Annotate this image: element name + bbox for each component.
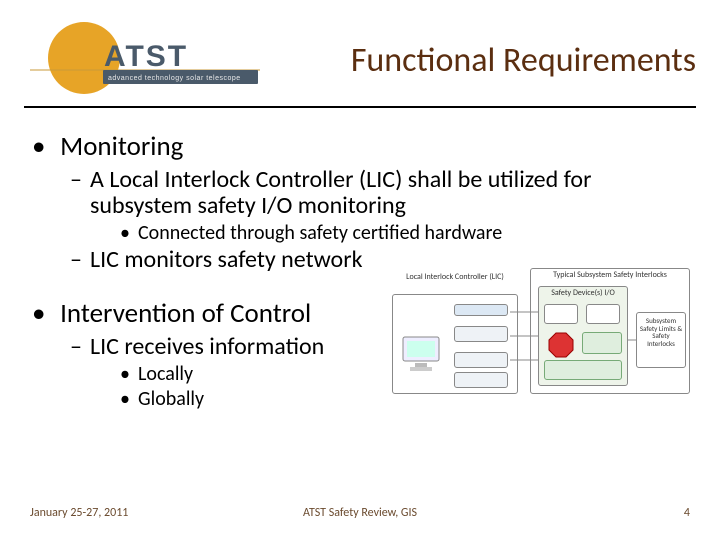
bullet-text: Intervention of Control [60,297,311,330]
sub-lic-utilized: A Local Interlock Controller (LIC) shall… [70,167,684,245]
svg-text:advanced technology solar t: advanced technology solar telescope [108,75,241,82]
bullet-monitoring: Monitoring A Local Interlock Controller … [36,130,684,273]
footer-center: ATST Safety Review, GIS [0,506,720,520]
svg-text:ATST: ATST [104,40,188,73]
sub-text: Locally [138,362,193,386]
sub-connected: Connected through safety certified hardw… [120,221,684,245]
sub-text: Connected through safety certified hardw… [138,221,502,245]
header: ATST advanced technology solar telescope… [24,0,696,108]
sub-text: LIC monitors safety network [90,245,362,274]
sub-text: A Local Interlock Controller (LIC) shall… [90,165,591,220]
atst-logo: ATST advanced technology solar telescope [30,18,260,98]
slide: ATST advanced technology solar telescope… [0,0,720,540]
sub-text: LIC receives information [90,332,324,361]
slide-title: Functional Requirements [351,40,696,81]
lic-diagram: Local Interlock Controller (LIC) Typical… [392,268,692,398]
bullet-text: Monitoring [60,130,183,163]
diagram-connectors [392,268,692,398]
footer: January 25-27, 2011 ATST Safety Review, … [0,506,720,526]
sub-text: Globally [138,387,204,411]
footer-page-number: 4 [684,506,690,520]
